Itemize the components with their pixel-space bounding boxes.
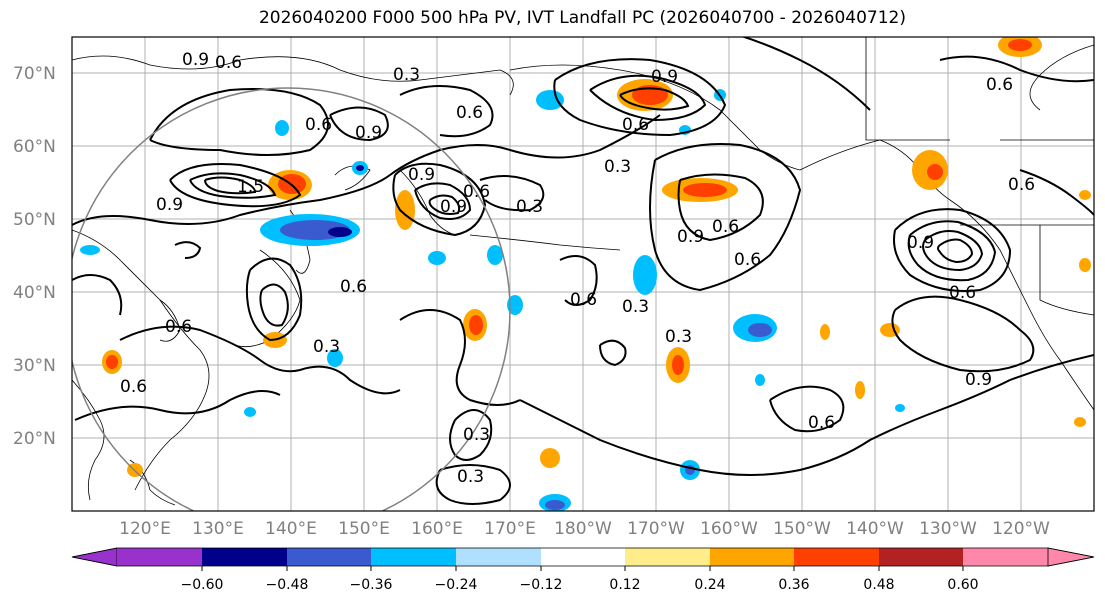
colorbar-tick-label: 0.48 <box>863 577 894 593</box>
contour-label: 0.6 <box>463 182 490 202</box>
contour-label: 0.6 <box>120 377 147 397</box>
contour-label: 1.5 <box>237 177 264 197</box>
colorbar-segment <box>710 548 794 566</box>
colorbar-segment <box>963 548 1048 566</box>
colorbar-tick-label: −0.48 <box>266 577 309 593</box>
colorbar-segment <box>117 548 202 566</box>
colorbar-segment <box>202 548 287 566</box>
lon-tick-label: 120°E <box>119 519 171 539</box>
contour-label: 0.9 <box>156 195 183 215</box>
contour-label: 0.9 <box>408 165 435 185</box>
contour-label: 0.9 <box>182 50 209 70</box>
lat-tick-label: 50°N <box>13 210 56 230</box>
lon-tick-label: 130°E <box>192 519 244 539</box>
lon-tick-label: 140°W <box>846 519 904 539</box>
colorbar-segment <box>541 548 625 566</box>
contour-label: 0.3 <box>313 337 340 357</box>
contour-label: 0.6 <box>986 75 1013 95</box>
contour-label: 0.6 <box>340 277 367 297</box>
plot-title: 2026040200 F000 500 hPa PV, IVT Landfall… <box>258 8 906 28</box>
contour-label: 0.6 <box>808 413 835 433</box>
lat-tick-label: 20°N <box>13 429 56 449</box>
contour-label: 0.6 <box>734 250 761 270</box>
shaded-anomalies <box>80 37 1091 511</box>
colorbar-tick-label: 0.36 <box>778 577 809 593</box>
contour-label: 0.3 <box>622 297 649 317</box>
lon-tick-label: 170°W <box>627 519 685 539</box>
contour-label: 0.6 <box>305 115 332 135</box>
colorbar-segment <box>371 548 456 566</box>
colorbar-min-extend <box>71 547 118 567</box>
contour-label: 0.9 <box>677 227 704 247</box>
colorbar-tick-label: −0.36 <box>350 577 393 593</box>
colorbar-tick-label: −0.12 <box>520 577 563 593</box>
colorbar-tick-label: −0.60 <box>181 577 224 593</box>
lat-tick-label: 40°N <box>13 283 56 303</box>
pv-contours <box>72 37 1094 505</box>
contour-label: 0.6 <box>456 103 483 123</box>
lat-tick-label: 70°N <box>13 64 56 84</box>
lat-tick-label: 30°N <box>13 356 56 376</box>
contour-label: 0.6 <box>622 115 649 135</box>
contour-label: 0.3 <box>516 197 543 217</box>
contour-label: 0.6 <box>215 53 242 73</box>
contour-label: 0.6 <box>949 283 976 303</box>
lon-tick-label: 140°E <box>265 519 317 539</box>
lat-axis: 70°N 60°N 50°N 40°N 30°N 20°N <box>13 64 56 449</box>
contour-label: 0.9 <box>965 370 992 390</box>
lon-tick-label: 180°W <box>554 519 612 539</box>
contour-label: 0.9 <box>440 197 467 217</box>
contour-label: 0.9 <box>907 233 934 253</box>
lon-tick-label: 160°W <box>700 519 758 539</box>
colorbar-tick-label: 0.12 <box>609 577 640 593</box>
lon-tick-label: 160°E <box>411 519 463 539</box>
colorbar-segment <box>287 548 371 566</box>
lon-tick-label: 130°W <box>919 519 977 539</box>
contour-label: 0.9 <box>651 67 678 87</box>
contour-label: 0.6 <box>1008 175 1035 195</box>
domain-circle <box>72 87 511 511</box>
lon-tick-label: 150°E <box>338 519 390 539</box>
colorbar-tick-label: 0.60 <box>947 577 978 593</box>
colorbar-segment <box>456 548 541 566</box>
colorbar-tick-label: −0.24 <box>435 577 478 593</box>
contour-label: 0.9 <box>355 123 382 143</box>
contour-label: 0.3 <box>393 65 420 85</box>
colorbar-segment <box>625 548 710 566</box>
contour-label: 0.6 <box>712 217 739 237</box>
contour-label: 0.3 <box>463 425 490 445</box>
colorbar-segment <box>794 548 879 566</box>
lon-tick-label: 170°E <box>484 519 536 539</box>
contour-label: 0.3 <box>604 157 631 177</box>
colorbar-outline <box>71 547 1095 567</box>
lon-axis: 120°E 130°E 140°E 150°E 160°E 170°E 180°… <box>119 519 1050 539</box>
contour-labels: 0.9 0.6 0.3 0.6 0.9 0.6 0.9 1.5 0.9 0.9 … <box>120 50 1035 487</box>
colorbar-max-extend <box>1047 547 1095 567</box>
colorbar-segment <box>879 548 963 566</box>
colorbar-tick-label: 0.24 <box>694 577 725 593</box>
contour-label: 0.3 <box>457 467 484 487</box>
contour-label: 0.6 <box>165 317 192 337</box>
contour-label: 0.3 <box>665 327 692 347</box>
lat-tick-label: 60°N <box>13 137 56 157</box>
map-frame <box>71 36 1095 512</box>
colorbar: −0.60 −0.48 −0.36 −0.24 −0.12 0.12 0.24 … <box>71 547 1095 593</box>
lon-tick-label: 150°W <box>773 519 831 539</box>
lon-tick-label: 120°W <box>992 519 1050 539</box>
contour-label: 0.6 <box>570 290 597 310</box>
